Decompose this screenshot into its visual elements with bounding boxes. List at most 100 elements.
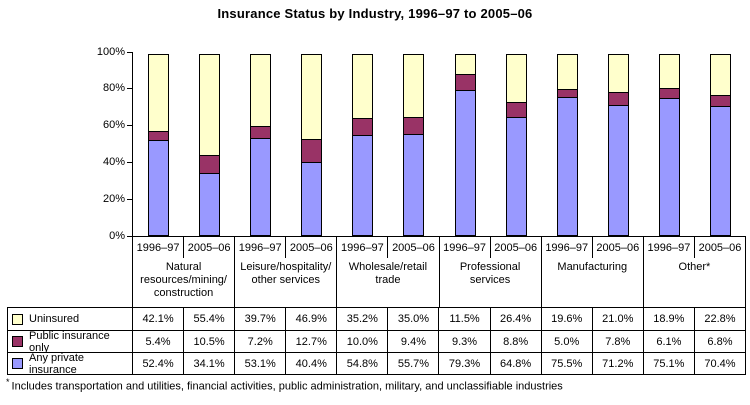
y-axis-tick-label: 60% [102, 119, 125, 132]
year-label-row: 1996–97 2005–06 [644, 237, 745, 258]
series-name: Public insurance only [29, 330, 110, 352]
bar-segment-uninsured [505, 54, 527, 103]
bar-segment-public-insurance-only [505, 101, 527, 118]
year-label-row: 1996–97 2005–06 [542, 237, 643, 258]
group-label-line: trade [375, 274, 401, 286]
bar-segment-uninsured [607, 54, 629, 93]
y-axis-tick [127, 161, 132, 163]
plot-area [132, 52, 746, 237]
bar-slot [644, 52, 695, 236]
bar-slot [286, 52, 337, 236]
stacked-bar [658, 52, 680, 236]
group-label: Natural resources/mining/construction [133, 258, 234, 307]
legend-swatch-public-insurance-only [12, 336, 23, 347]
bar-segment-uninsured [556, 53, 578, 90]
series-name: Uninsured [29, 313, 80, 325]
bar-segment-uninsured [658, 53, 680, 89]
table-value-cell: 21.0% [591, 308, 643, 330]
table-value-cell: 9.3% [438, 330, 490, 352]
stacked-bar [403, 52, 425, 236]
bar-segment-any-private-insurance [505, 116, 527, 236]
group-label-line: Natural [165, 261, 202, 273]
table-value-cell: 6.1% [642, 330, 694, 352]
stacked-bar [454, 52, 476, 236]
table-value-cell: 52.4% [132, 352, 184, 374]
footnote-text: Includes transportation and utilities, f… [11, 380, 563, 393]
bar-slot [337, 52, 388, 236]
table-value-cell: 53.1% [234, 352, 286, 374]
y-axis-tick [127, 125, 132, 127]
bar-segment-public-insurance-only [199, 154, 221, 175]
category-group-wholesale-retail-trade: 1996–97 2005–06 Wholesale/retail trade [336, 237, 438, 307]
bar-segment-uninsured [301, 54, 323, 141]
group-label-line: Manufacturing [557, 261, 628, 273]
category-group-professional-services: 1996–97 2005–06 Professional services [438, 237, 541, 307]
year-label: 2005–06 [591, 237, 643, 258]
bar-slot [542, 52, 593, 236]
table-value-cell: 64.8% [489, 352, 541, 374]
y-axis-tick [127, 198, 132, 200]
footnote-marker: * [6, 377, 10, 387]
bar-segment-any-private-insurance [556, 97, 578, 236]
group-label: Leisure/hospitality/other services [235, 258, 336, 307]
bar-slot [593, 52, 644, 236]
stacked-bar [556, 52, 578, 236]
y-axis-tick-label: 20% [102, 192, 125, 205]
year-label: 1996–97 [136, 241, 180, 254]
year-label: 2005–06 [693, 237, 745, 258]
bar-segment-any-private-insurance [709, 106, 731, 236]
table-value-cell: 26.4% [489, 308, 541, 330]
table-value-cell: 5.0% [540, 330, 592, 352]
category-group-leisure-hospitality-other-services: 1996–97 2005–06 Leisure/hospitality/other … [234, 237, 336, 307]
stacked-bar [250, 52, 272, 236]
bar-segment-public-insurance-only [607, 91, 629, 106]
bar-segment-any-private-insurance [352, 135, 374, 236]
table-value-cell: 79.3% [438, 352, 490, 374]
year-label-row: 1996–97 2005–06 [235, 237, 336, 258]
group-label-line: Other* [678, 261, 711, 273]
table-value-cell: 11.5% [438, 308, 489, 330]
table-value-cell: 42.1% [132, 308, 183, 330]
table-value-cell: 55.7% [387, 352, 439, 374]
y-axis-tick-label: 40% [102, 155, 125, 168]
group-label: Manufacturing [542, 258, 643, 307]
footnote: * Includes transportation and utilities, … [6, 377, 563, 393]
table-value-cell: 34.1% [183, 352, 235, 374]
bar-segment-uninsured [250, 54, 272, 128]
bar-segment-public-insurance-only [301, 139, 323, 163]
bar-series-container [133, 52, 746, 236]
y-axis-tick [127, 235, 132, 237]
year-label-row: 1996–97 2005–06 [133, 237, 234, 258]
bar-slot [184, 52, 235, 236]
y-axis-tick [127, 88, 132, 90]
year-label-row: 1996–97 2005–06 [440, 237, 541, 258]
bar-segment-uninsured [454, 53, 476, 75]
bar-slot [695, 52, 746, 236]
bar-slot [388, 52, 439, 236]
year-label: 2005–06 [183, 237, 234, 258]
bar-segment-any-private-insurance [250, 138, 272, 236]
bar-segment-public-insurance-only [454, 73, 476, 92]
table-row-label-public-insurance-only: Public insurance only [8, 330, 132, 352]
bar-segment-any-private-insurance [658, 97, 680, 236]
stacked-bar [352, 52, 374, 236]
y-axis-tick-label: 0% [109, 229, 125, 242]
group-label: Professional services [440, 258, 541, 307]
series-name: Any private insurance [29, 352, 85, 374]
table-value-cell: 22.8% [693, 308, 745, 330]
stacked-bar [505, 52, 527, 236]
group-label-line: Leisure/hospitality/ [240, 261, 332, 273]
table-value-cell: 71.2% [591, 352, 643, 374]
bar-slot [133, 52, 184, 236]
group-label-line: Professional [459, 261, 521, 273]
table-value-cell: 7.8% [591, 330, 643, 352]
year-label: 2005–06 [489, 237, 541, 258]
bar-segment-uninsured [403, 53, 425, 119]
group-label: Other* [644, 258, 745, 307]
bar-segment-uninsured [199, 54, 221, 156]
stacked-bar [301, 52, 323, 236]
table-value-cell: 12.7% [285, 330, 337, 352]
table-value-cell: 39.7% [234, 308, 285, 330]
bar-segment-public-insurance-only [403, 117, 425, 135]
y-axis-tick [127, 51, 132, 53]
